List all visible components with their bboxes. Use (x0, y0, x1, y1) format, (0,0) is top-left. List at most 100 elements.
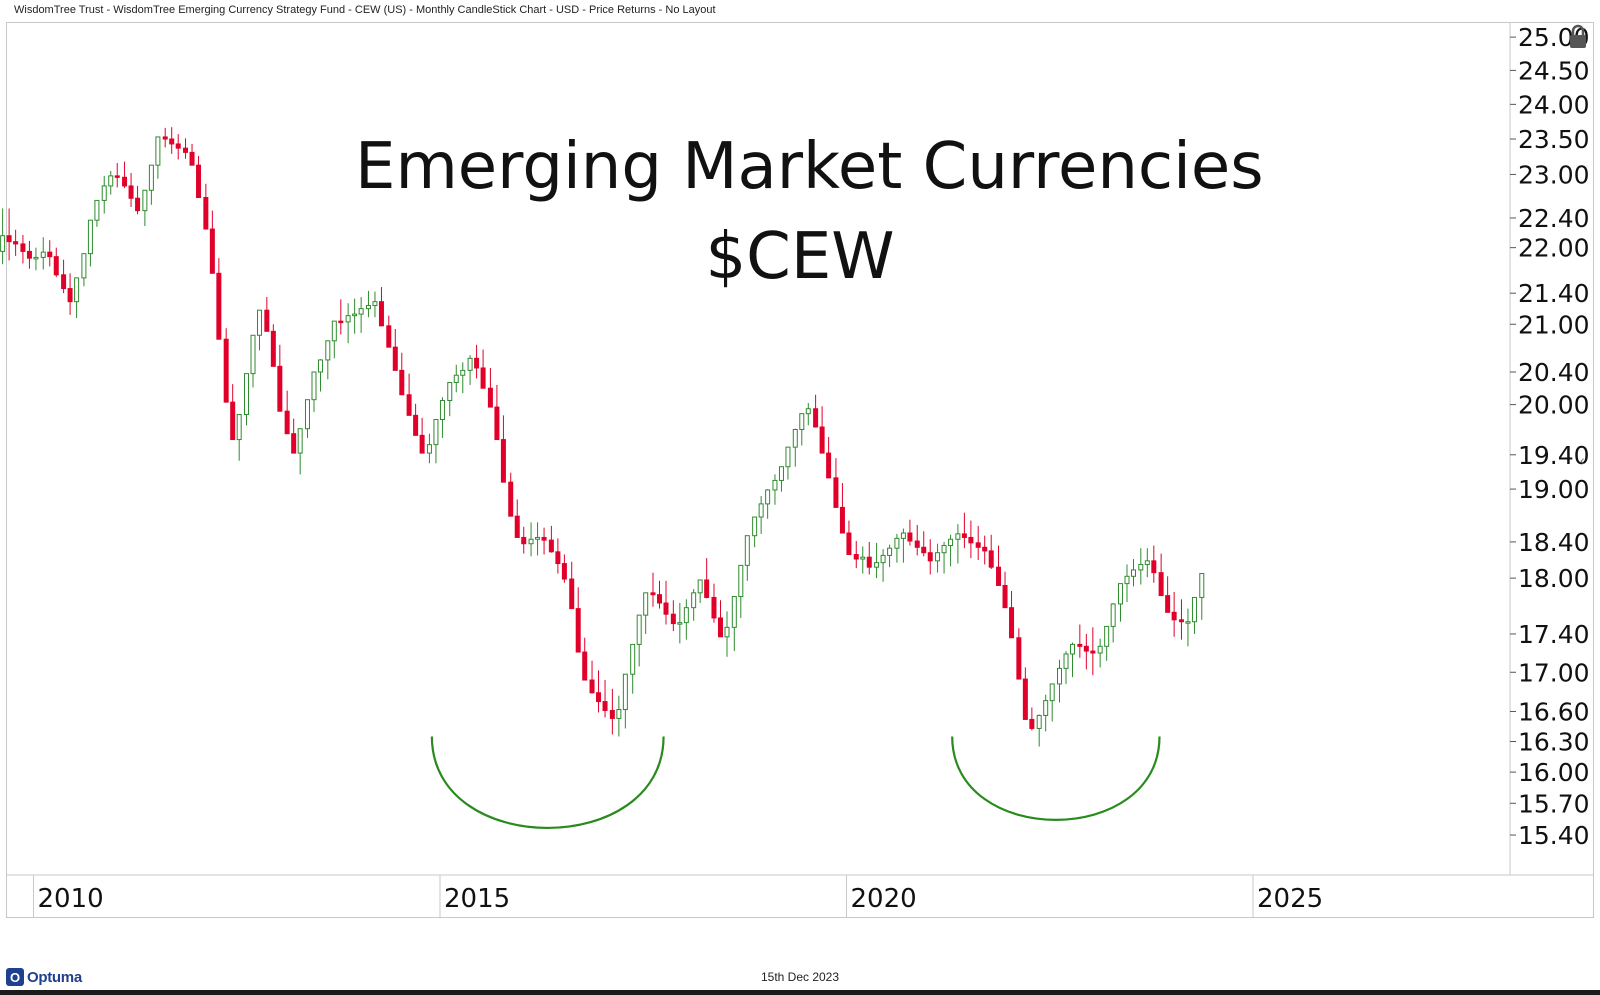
y-tick-label: 16.60 (1518, 697, 1590, 726)
chevron-left-icon[interactable]: ‹ (1580, 452, 1585, 468)
candle-body (494, 406, 500, 441)
candle-up (894, 533, 900, 563)
lock-icon[interactable] (1567, 24, 1589, 50)
candle-body (941, 545, 947, 554)
candle-body (474, 357, 480, 369)
candle-up (948, 534, 954, 567)
candle-up (331, 320, 337, 359)
candle-body (630, 643, 636, 675)
candle-body (636, 614, 642, 645)
candle-body (643, 592, 649, 616)
candle-up (352, 298, 358, 334)
candle-down (128, 173, 134, 207)
candle-body (799, 413, 805, 431)
candle-body (304, 399, 310, 430)
y-tick-label: 24.00 (1518, 90, 1590, 119)
candle-body (26, 250, 32, 259)
candle-up (236, 414, 242, 461)
candle-down (480, 349, 486, 389)
candle-up (1199, 573, 1205, 620)
chart-frame (6, 22, 1594, 918)
candle-up (683, 599, 689, 640)
chart-overlay-title: Emerging Market Currencies $CEW (355, 122, 1264, 302)
candle-body (53, 256, 59, 276)
candle-down (866, 541, 872, 575)
candle-down (47, 240, 53, 267)
candle-body (487, 387, 493, 408)
y-tick-label: 23.00 (1518, 160, 1590, 189)
candle-up (622, 673, 628, 729)
optuma-logo: O Optuma (6, 966, 82, 988)
y-tick-label: 23.50 (1518, 125, 1590, 154)
candle-down (500, 415, 506, 483)
candle-up (636, 614, 642, 667)
x-tick-label: 2010 (38, 884, 104, 914)
candle-up (1185, 608, 1191, 647)
candle-body (460, 369, 466, 376)
candle-body (155, 136, 161, 166)
bottom-arc (951, 736, 1161, 821)
candle-down (846, 520, 852, 556)
candle-body (1171, 611, 1177, 621)
candle-up (453, 364, 459, 393)
candle-body (122, 176, 128, 187)
candle-body (447, 382, 453, 401)
candle-down (1022, 667, 1028, 720)
candle-down (1171, 591, 1177, 637)
candle-down (270, 324, 276, 367)
candle-up (528, 522, 534, 557)
candle-down (264, 297, 270, 332)
candle-body (6, 235, 12, 243)
candle-up (778, 466, 784, 492)
candle-down (223, 328, 229, 403)
candle-down (216, 258, 222, 340)
candle-body (1057, 667, 1063, 685)
candle-up (1049, 683, 1055, 722)
candle-body (541, 536, 547, 541)
candle-down (399, 352, 405, 396)
y-tick-label: 18.40 (1518, 528, 1590, 557)
candle-down (203, 183, 209, 230)
candle-body (900, 532, 906, 539)
candle-down (561, 554, 567, 583)
candle-up (630, 643, 636, 694)
candle-up (94, 199, 100, 227)
candle-up (345, 303, 351, 344)
candle-body (142, 189, 148, 212)
candle-down (114, 163, 120, 188)
candle-body (555, 551, 561, 565)
candle-body (752, 516, 758, 537)
candle-down (1002, 571, 1008, 609)
candle-up (765, 489, 771, 519)
candle-down (657, 580, 663, 609)
candle-down (209, 210, 215, 274)
candle-body (968, 536, 974, 544)
candle-body (13, 241, 19, 245)
candle-up (616, 695, 622, 737)
y-tick-label: 15.40 (1518, 821, 1590, 850)
candle-body (839, 506, 845, 534)
candle-body (866, 556, 872, 568)
candle-body (101, 185, 107, 201)
candle-body (982, 546, 988, 552)
candle-body (203, 197, 209, 230)
candle-body (616, 708, 622, 719)
candle-down (914, 525, 920, 556)
candle-body (691, 592, 697, 609)
candle-body (561, 563, 567, 580)
candles (0, 127, 1205, 747)
candle-body (961, 533, 967, 538)
candle-body (277, 365, 283, 412)
candle-down (1090, 627, 1096, 676)
candle-up (752, 516, 758, 548)
candle-up (677, 603, 683, 644)
candle-body (331, 320, 337, 342)
candle-body (602, 701, 608, 711)
candle-down (162, 127, 168, 148)
candle-up (1104, 625, 1110, 661)
candle-body (399, 369, 405, 396)
candle-up (142, 189, 148, 227)
candle-down (521, 526, 527, 554)
candle-down (419, 417, 425, 454)
